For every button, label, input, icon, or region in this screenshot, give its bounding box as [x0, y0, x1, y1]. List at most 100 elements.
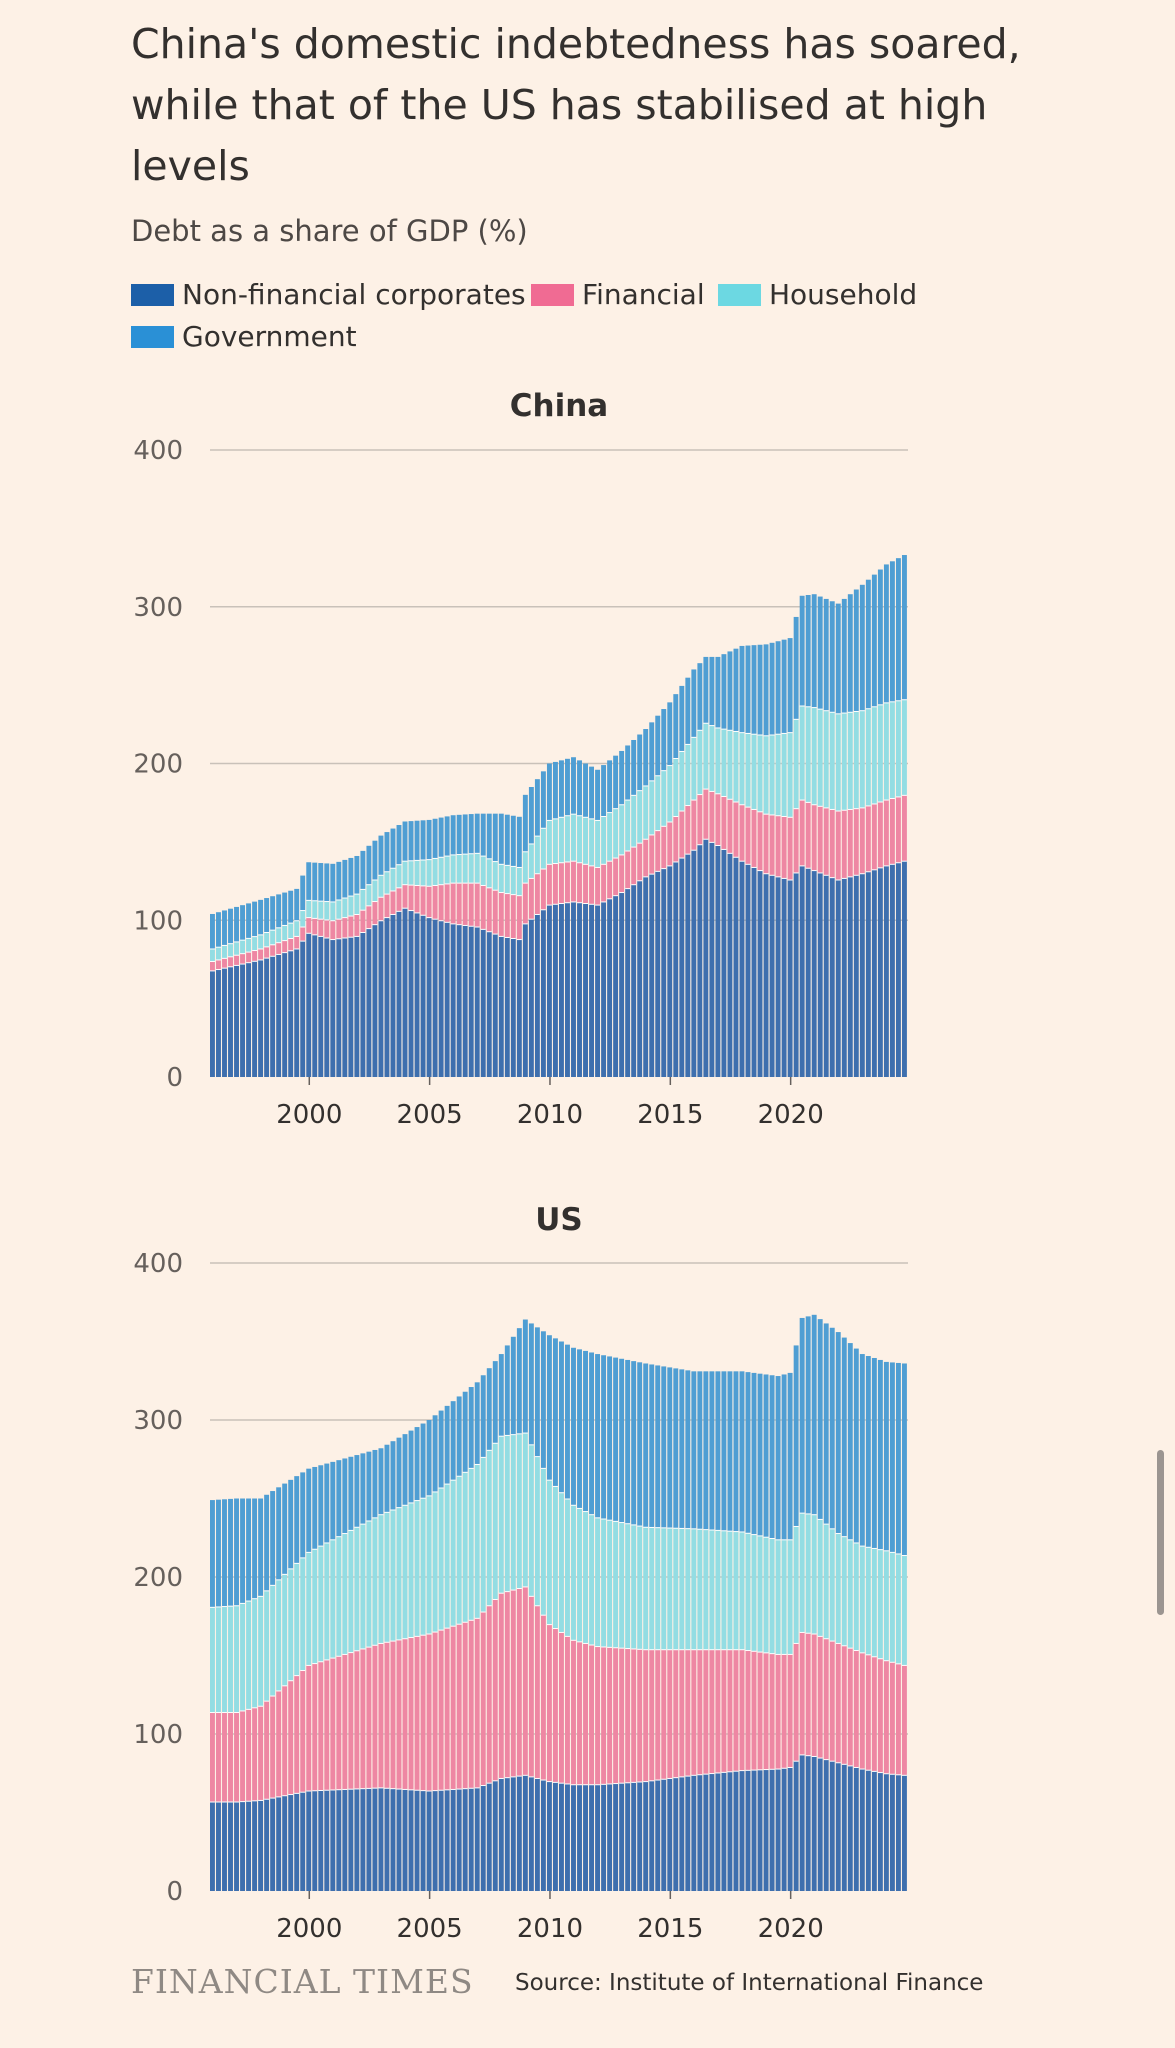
bar-separator	[607, 811, 613, 814]
bar-financial	[300, 1670, 306, 1792]
bar-financial	[252, 1707, 258, 1801]
bar-household	[390, 867, 396, 891]
bar-government	[306, 1468, 312, 1552]
bar-nonfinancial	[348, 936, 354, 1077]
bar-household	[631, 1524, 637, 1649]
bar-government	[835, 603, 841, 714]
bar-household	[559, 816, 564, 863]
bar-financial	[420, 1634, 426, 1791]
bar-household	[793, 718, 799, 809]
bar-financial	[883, 799, 889, 866]
bar-household	[474, 852, 480, 883]
bar-household	[240, 1602, 246, 1711]
bar-nonfinancial	[276, 1796, 282, 1891]
bar-nonfinancial	[595, 1784, 601, 1891]
bar-financial	[264, 1700, 270, 1799]
bar-separator	[781, 731, 787, 734]
bar-separator	[240, 1800, 246, 1803]
bar-nonfinancial	[498, 1777, 504, 1891]
bar-nonfinancial	[540, 1779, 546, 1891]
bar-nonfinancial	[709, 841, 715, 1077]
bar-government	[859, 1354, 865, 1546]
bar-government	[312, 862, 318, 901]
bar-government	[883, 564, 889, 703]
bar-government	[691, 669, 697, 737]
bar-government	[781, 1374, 787, 1540]
bar-financial	[871, 1656, 877, 1771]
bar-government	[288, 1479, 294, 1569]
bar-nonfinancial	[438, 1789, 444, 1891]
bar-financial	[769, 814, 775, 875]
bar-government	[522, 794, 528, 852]
bar-nonfinancial	[552, 903, 558, 1077]
bar-household	[258, 934, 264, 949]
bar-financial	[889, 1661, 895, 1774]
bar-separator	[733, 800, 739, 803]
bar-government	[270, 1491, 276, 1585]
bar-separator	[372, 923, 378, 926]
y-tick-label: 200	[133, 750, 183, 780]
bar-household	[306, 899, 312, 918]
bar-financial	[601, 1646, 607, 1784]
bar-household	[552, 818, 558, 864]
bar-government	[601, 1355, 607, 1519]
bar-nonfinancial	[589, 1784, 595, 1891]
bar-nonfinancial	[342, 1788, 348, 1891]
bar-financial	[516, 1587, 522, 1776]
bar-government	[456, 814, 462, 855]
bars-us	[210, 1314, 907, 1891]
bar-government	[607, 760, 613, 813]
bar-financial	[835, 810, 841, 880]
bar-nonfinancial	[601, 1783, 607, 1891]
bar-nonfinancial	[348, 1788, 354, 1891]
bar-household	[222, 1606, 227, 1713]
bar-household	[673, 1527, 679, 1650]
bar-government	[258, 1498, 264, 1596]
bar-nonfinancial	[360, 932, 366, 1077]
bar-financial	[468, 1619, 474, 1788]
bar-financial	[210, 961, 215, 971]
bar-financial	[703, 1649, 709, 1774]
legend-swatch-financial	[531, 283, 574, 306]
bar-financial	[246, 1708, 252, 1801]
bar-government	[516, 1328, 522, 1434]
bar-household	[348, 1529, 354, 1653]
bar-financial	[571, 860, 576, 902]
bar-separator	[559, 1781, 564, 1784]
bar-financial	[589, 865, 595, 904]
bar-government	[721, 1371, 727, 1531]
bar-household	[444, 1483, 450, 1628]
bar-government	[727, 1371, 733, 1531]
bar-financial	[486, 887, 492, 932]
bar-nonfinancial	[324, 1789, 330, 1891]
bar-financial	[853, 808, 859, 875]
bar-separator	[835, 712, 841, 715]
bar-government	[697, 1371, 703, 1529]
bar-household	[601, 816, 607, 864]
bar-government	[546, 1335, 552, 1480]
scrollbar-thumb[interactable]	[1157, 1450, 1164, 1615]
bar-household	[270, 1584, 276, 1696]
bar-nonfinancial	[258, 1799, 264, 1891]
bar-household	[450, 854, 456, 883]
bar-financial	[577, 1641, 582, 1785]
bar-financial	[745, 806, 751, 864]
bar-financial	[444, 883, 450, 922]
bar-financial	[450, 1625, 456, 1789]
bar-financial	[546, 863, 552, 905]
bar-financial	[306, 1664, 312, 1791]
bar-financial	[324, 919, 330, 938]
bar-nonfinancial	[252, 1800, 258, 1891]
bar-household	[498, 863, 504, 893]
bar-nonfinancial	[643, 1781, 649, 1891]
bar-government	[384, 832, 390, 872]
bar-household	[288, 922, 294, 939]
bar-nonfinancial	[829, 877, 835, 1077]
bar-household	[595, 819, 601, 867]
bar-separator	[811, 1632, 817, 1635]
bar-separator	[895, 699, 901, 702]
bar-household	[685, 1528, 691, 1650]
bar-government	[354, 1455, 360, 1527]
x-tick-label: 2010	[517, 1100, 583, 1130]
bar-financial	[859, 807, 865, 874]
